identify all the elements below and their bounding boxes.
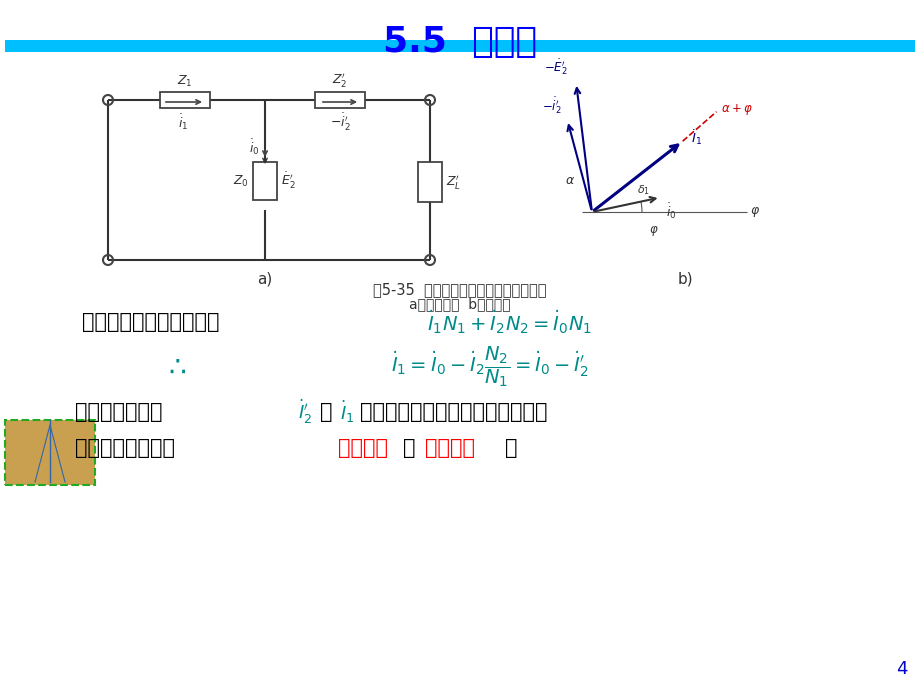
Text: 不仅在数値上不相等，而且相位也: 不仅在数値上不相等，而且相位也 [359,402,547,422]
Text: $\alpha$: $\alpha$ [564,173,574,186]
Text: 4: 4 [895,660,907,678]
Text: 和: 和 [403,438,415,458]
Text: $\dot{I}_1 = \dot{I}_0 - \dot{I}_2\dfrac{N_2}{N_1} = \dot{I}_0 - \dot{I}_2^{\pri: $\dot{I}_1 = \dot{I}_0 - \dot{I}_2\dfrac… [391,345,588,389]
Text: $\dot{i}_0$: $\dot{i}_0$ [249,137,260,157]
Text: $\varphi$: $\varphi$ [649,224,658,238]
Text: $\delta_1$: $\delta_1$ [637,183,650,197]
Text: 相位误差: 相位误差 [425,438,474,458]
Text: $\therefore$: $\therefore$ [163,353,187,381]
Text: 5.5  互感器: 5.5 互感器 [382,25,537,59]
Text: 不相同，即出现了: 不相同，即出现了 [75,438,175,458]
Text: b): b) [676,272,692,287]
Text: a): a) [257,272,272,287]
Text: $\dot{E}_2'$: $\dot{E}_2'$ [280,171,295,191]
Text: $-\dot{i}_2'$: $-\dot{i}_2'$ [329,112,350,133]
Text: $Z_2'$: $Z_2'$ [332,71,347,89]
Text: $\dot{I}_2'$: $\dot{I}_2'$ [298,398,312,426]
Text: $Z_0$: $Z_0$ [233,173,249,188]
Text: $\varphi$: $\varphi$ [749,205,759,219]
Text: $Z_1$: $Z_1$ [177,74,193,89]
Text: $\dot{i}_1$: $\dot{i}_1$ [177,112,188,132]
Text: 与: 与 [320,402,332,422]
Text: $\alpha+\varphi$: $\alpha+\varphi$ [720,102,752,117]
Bar [5,420,95,485]
Text: $\dot{I}_1$: $\dot{I}_1$ [340,399,354,425]
Text: 电流误差: 电流误差 [337,438,388,458]
Text: $-\dot{i}_2'$: $-\dot{i}_2'$ [541,95,561,116]
Bar [5,40,914,52]
Text: $\dot{i}_0$: $\dot{i}_0$ [665,201,676,221]
Bar [417,162,441,202]
Text: $\dot{I}_1$: $\dot{I}_1$ [690,128,701,146]
Bar [253,162,277,200]
Text: a）等效电路  b）相量图: a）等效电路 b）相量图 [409,297,510,311]
Text: $Z_L'$: $Z_L'$ [446,173,460,191]
Text: $\dot{I}_1N_1 + \dot{I}_2N_2 = \dot{I}_0N_1$: $\dot{I}_1N_1 + \dot{I}_2N_2 = \dot{I}_0… [427,308,592,336]
Text: 由相量图可知，: 由相量图可知， [75,402,163,422]
Text: 根据磁势平衡原理可知：: 根据磁势平衡原理可知： [82,312,220,332]
Text: 图5-35  电流互感器的等效电路和相量图: 图5-35 电流互感器的等效电路和相量图 [373,282,546,297]
Text: 。: 。 [505,438,517,458]
Bar [314,92,365,108]
Text: $-\dot{E}_2'$: $-\dot{E}_2'$ [544,57,568,77]
Bar [160,92,210,108]
